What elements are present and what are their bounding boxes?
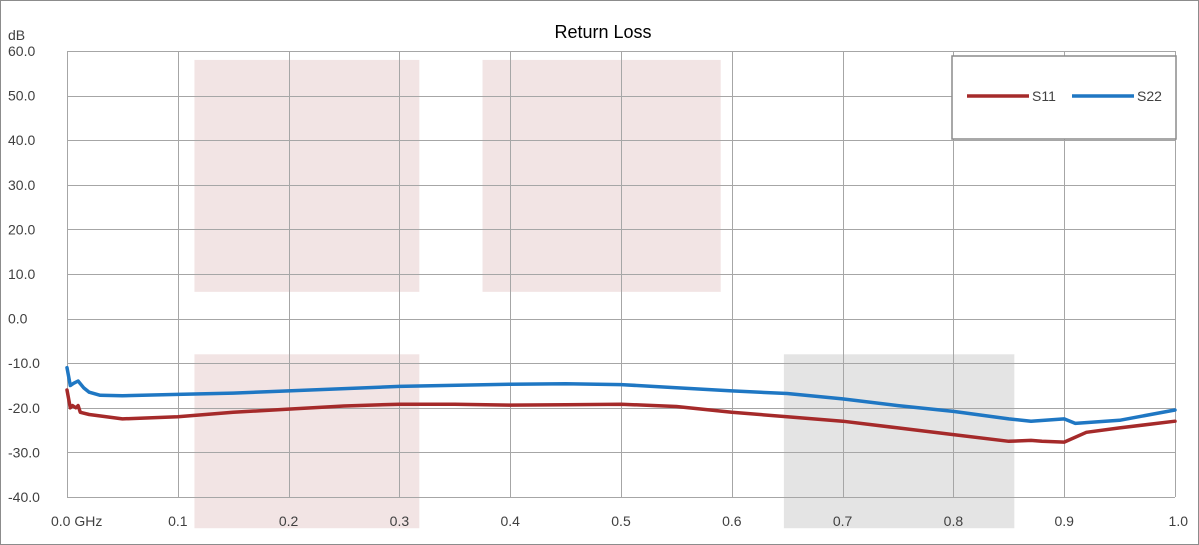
y-tick-label: 20.0 [8,221,35,237]
y-tick-label: -30.0 [8,444,40,460]
x-tick-label: 0.1 [168,513,188,529]
y-tick-labels: 60.0 50.0 40.0 30.0 20.0 10.0 0.0 -10.0 -20.0 -30… [8,43,40,505]
x-tick-label: 0.2 [279,513,299,529]
y-tick-label: 60.0 [8,43,35,59]
shaded-regions [194,59,1015,529]
x-tick-label: 0.5 [611,513,631,529]
chart-title: Return Loss [554,22,651,42]
x-tick-label: 1.0 [1169,513,1189,529]
series-lines [65,365,1177,444]
y-tick-label: -40.0 [8,489,40,505]
y-axis-unit-label: dB [8,27,25,43]
y-tick-label: -20.0 [8,400,40,416]
x-tick-labels: 0.0 GHz 0.1 0.2 0.3 0.4 0.5 0.6 0.7 0.8 0.9 1.0 [51,513,1188,529]
series-line-s22 [65,365,1177,426]
gridlines [67,51,1176,498]
series-line-s11 [65,388,1177,444]
y-tick-label: 10.0 [8,266,35,282]
legend-label-s22: S22 [1137,88,1162,104]
x-tick-label: 0.9 [1054,513,1074,529]
x-tick-label: 0.7 [833,513,853,529]
x-tick-label: 0.0 GHz [51,513,102,529]
y-tick-label: 40.0 [8,132,35,148]
legend-label-s11: S11 [1032,88,1056,104]
y-tick-label: -10.0 [8,355,40,371]
y-tick-label: 50.0 [8,88,35,104]
x-tick-label: 0.8 [944,513,964,529]
x-tick-label: 0.4 [500,513,520,529]
shaded-region-4 [783,354,1015,529]
x-tick-label: 0.3 [390,513,410,529]
shaded-region-3 [194,354,420,529]
shaded-region-2 [482,59,721,292]
legend: S11 S22 [951,55,1177,140]
shaded-region-1 [194,59,420,292]
x-tick-label: 0.6 [722,513,742,529]
y-tick-label: 30.0 [8,177,35,193]
y-tick-label: 0.0 [8,311,28,327]
